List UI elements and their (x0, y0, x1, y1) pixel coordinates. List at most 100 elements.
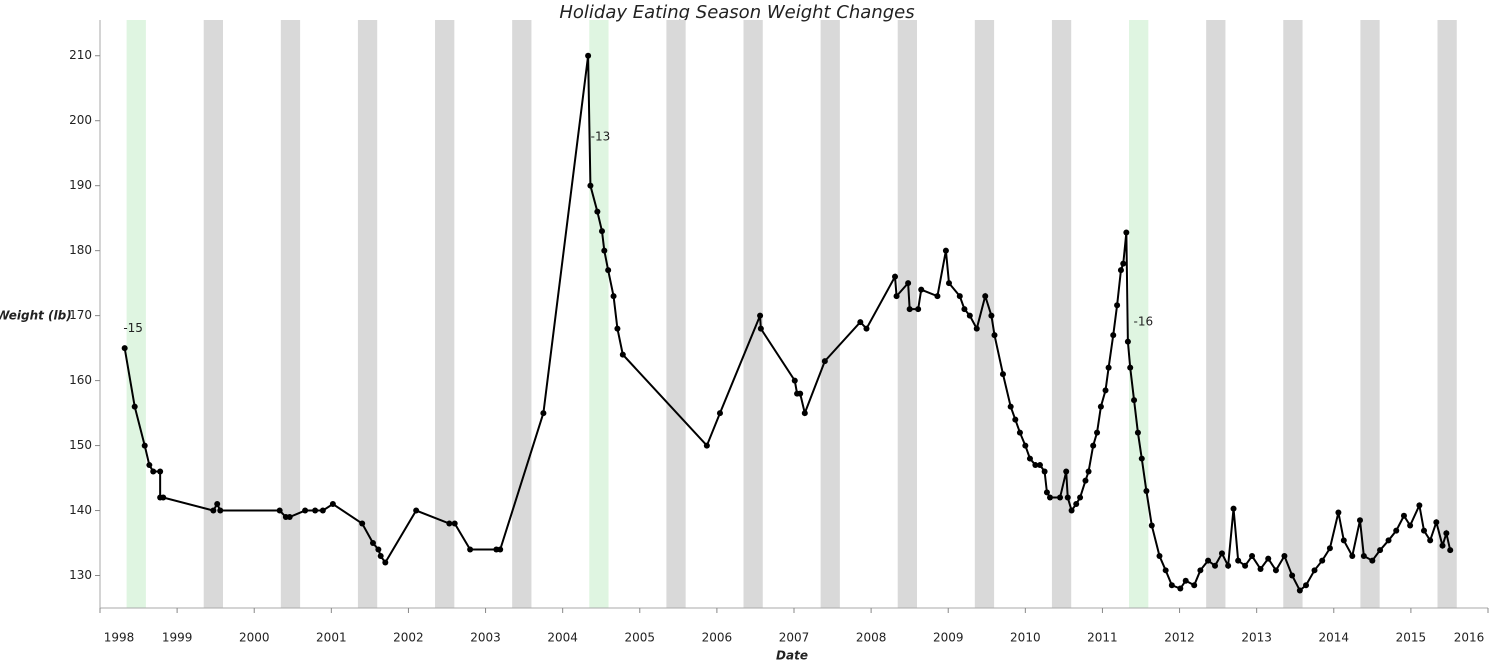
x-tick-label: 2004 (547, 631, 578, 645)
shaded-period (1283, 20, 1303, 608)
y-tick-label: 200 (69, 113, 92, 127)
annotation: -15 (123, 321, 143, 335)
point (1205, 557, 1212, 564)
y-tick-label: 150 (69, 438, 92, 452)
point (1326, 545, 1333, 552)
point (1120, 260, 1127, 267)
point (915, 306, 922, 313)
point (614, 325, 621, 332)
chart-title: Holiday Eating Season Weight Changes (559, 2, 914, 23)
point (821, 358, 828, 365)
x-tick-label: 2013 (1241, 631, 1272, 645)
point (610, 293, 617, 300)
x-tick-label: 2007 (779, 631, 810, 645)
point (1047, 494, 1054, 501)
point (302, 507, 309, 514)
point (863, 325, 870, 332)
point (1225, 562, 1232, 569)
point (1340, 537, 1347, 544)
point (797, 390, 804, 397)
point (467, 546, 474, 553)
shaded-period (1437, 20, 1457, 608)
shaded-period (1051, 20, 1072, 608)
y-axis-label: Weight (lb) (0, 309, 72, 323)
point (1447, 547, 1454, 554)
y-tick-label: 190 (69, 178, 92, 192)
x-tick-label: 2011 (1087, 631, 1118, 645)
point (905, 280, 912, 287)
point (1265, 555, 1272, 562)
point (1094, 429, 1101, 436)
point (945, 280, 952, 287)
x-tick-label: 2012 (1164, 631, 1195, 645)
point (1191, 582, 1198, 589)
point (382, 559, 389, 566)
point (1360, 553, 1367, 560)
point (1303, 582, 1310, 589)
point (1385, 537, 1392, 544)
point (1117, 267, 1124, 274)
point (1311, 567, 1318, 574)
point (141, 442, 148, 449)
point (359, 520, 366, 527)
point (210, 507, 217, 514)
point (1073, 501, 1080, 508)
shaded-period (280, 20, 301, 608)
point (1257, 566, 1264, 573)
point (934, 293, 941, 300)
point (1249, 553, 1256, 560)
point (906, 306, 913, 313)
point (1182, 577, 1189, 584)
point (329, 501, 336, 508)
point (1064, 494, 1071, 501)
point (716, 410, 723, 417)
point (377, 553, 384, 560)
point (1242, 562, 1249, 569)
y-tick-label: 170 (69, 308, 92, 322)
x-tick-label: 2005 (625, 631, 656, 645)
point (1012, 416, 1019, 423)
x-tick-label: 2014 (1319, 631, 1350, 645)
point (791, 377, 798, 384)
point (1138, 455, 1145, 462)
annotation: -13 (591, 129, 611, 143)
x-tick-label: 2001 (316, 631, 347, 645)
point (801, 410, 808, 417)
x-tick-label: 2002 (393, 631, 424, 645)
point (991, 332, 998, 339)
point (451, 520, 458, 527)
point (605, 267, 612, 274)
point (369, 540, 376, 547)
point (1230, 505, 1237, 512)
point (1168, 582, 1175, 589)
y-tick-label: 140 (69, 503, 92, 517)
point (1393, 527, 1400, 534)
point (1124, 338, 1131, 345)
point (1105, 364, 1112, 371)
point (1032, 462, 1039, 469)
point (1143, 488, 1150, 495)
y-tick-label: 210 (69, 48, 92, 62)
point (540, 410, 547, 417)
point (619, 351, 626, 358)
point (1036, 462, 1043, 469)
point (587, 182, 594, 189)
x-tick-label: 2009 (933, 631, 964, 645)
point (703, 442, 710, 449)
point (1420, 527, 1427, 534)
x-tick-label: 2003 (470, 631, 501, 645)
shaded-period (126, 20, 146, 608)
annotation: -16 (1134, 315, 1154, 329)
point (1131, 397, 1138, 404)
point (286, 514, 293, 521)
x-tick-label: 2000 (239, 631, 270, 645)
point (1123, 229, 1130, 236)
point (1007, 403, 1014, 410)
point (1281, 553, 1288, 560)
point (1427, 537, 1434, 544)
point (1218, 550, 1225, 557)
point (857, 319, 864, 326)
point (1090, 442, 1097, 449)
